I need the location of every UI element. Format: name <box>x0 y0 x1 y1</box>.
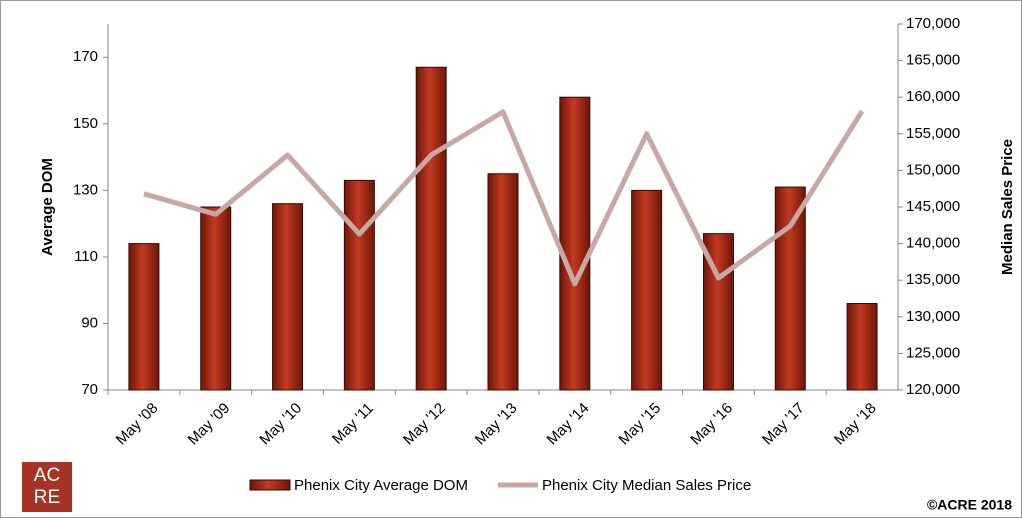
logo-text: RE <box>34 487 60 508</box>
bar <box>846 302 878 391</box>
logo-text: AC <box>34 465 60 486</box>
y2-tick-label: 145,000 <box>906 198 960 215</box>
y2-tick-label: 155,000 <box>906 125 960 142</box>
y2-tick-label: 135,000 <box>906 271 960 288</box>
line <box>143 109 865 287</box>
bar <box>631 189 663 391</box>
y-tick-label: 170 <box>73 48 98 65</box>
y2-tick-label: 165,000 <box>906 52 960 69</box>
y-axis-label: Average DOM <box>39 158 56 256</box>
bar <box>200 206 232 391</box>
y2-tick-label: 170,000 <box>906 15 960 32</box>
y-tick-label: 90 <box>81 314 98 331</box>
logo <box>22 462 72 512</box>
bar <box>343 179 375 391</box>
y-tick-label: 110 <box>74 248 98 265</box>
y-tick-label: 130 <box>73 181 98 198</box>
legend-swatch <box>249 479 291 491</box>
bar <box>774 186 806 391</box>
y2-tick-label: 130,000 <box>906 308 960 325</box>
y2-tick-label: 125,000 <box>906 344 960 361</box>
y-tick-label: 150 <box>73 115 98 132</box>
y2-tick-label: 150,000 <box>906 161 960 178</box>
bar <box>272 203 304 391</box>
y2-tick-label: 160,000 <box>906 88 960 105</box>
legend-label: Phenix City Median Sales Price <box>542 477 751 494</box>
y2-axis-label: Median Sales Price <box>999 139 1016 275</box>
copyright: ©ACRE 2018 <box>927 497 1012 513</box>
y2-tick-label: 140,000 <box>906 235 960 252</box>
y-tick-label: 70 <box>81 381 98 398</box>
bar <box>128 243 160 391</box>
bar <box>559 96 591 391</box>
legend-label: Phenix City Average DOM <box>294 477 468 494</box>
bar <box>487 173 519 391</box>
bar <box>415 66 447 391</box>
y2-tick-label: 120,000 <box>906 381 960 398</box>
